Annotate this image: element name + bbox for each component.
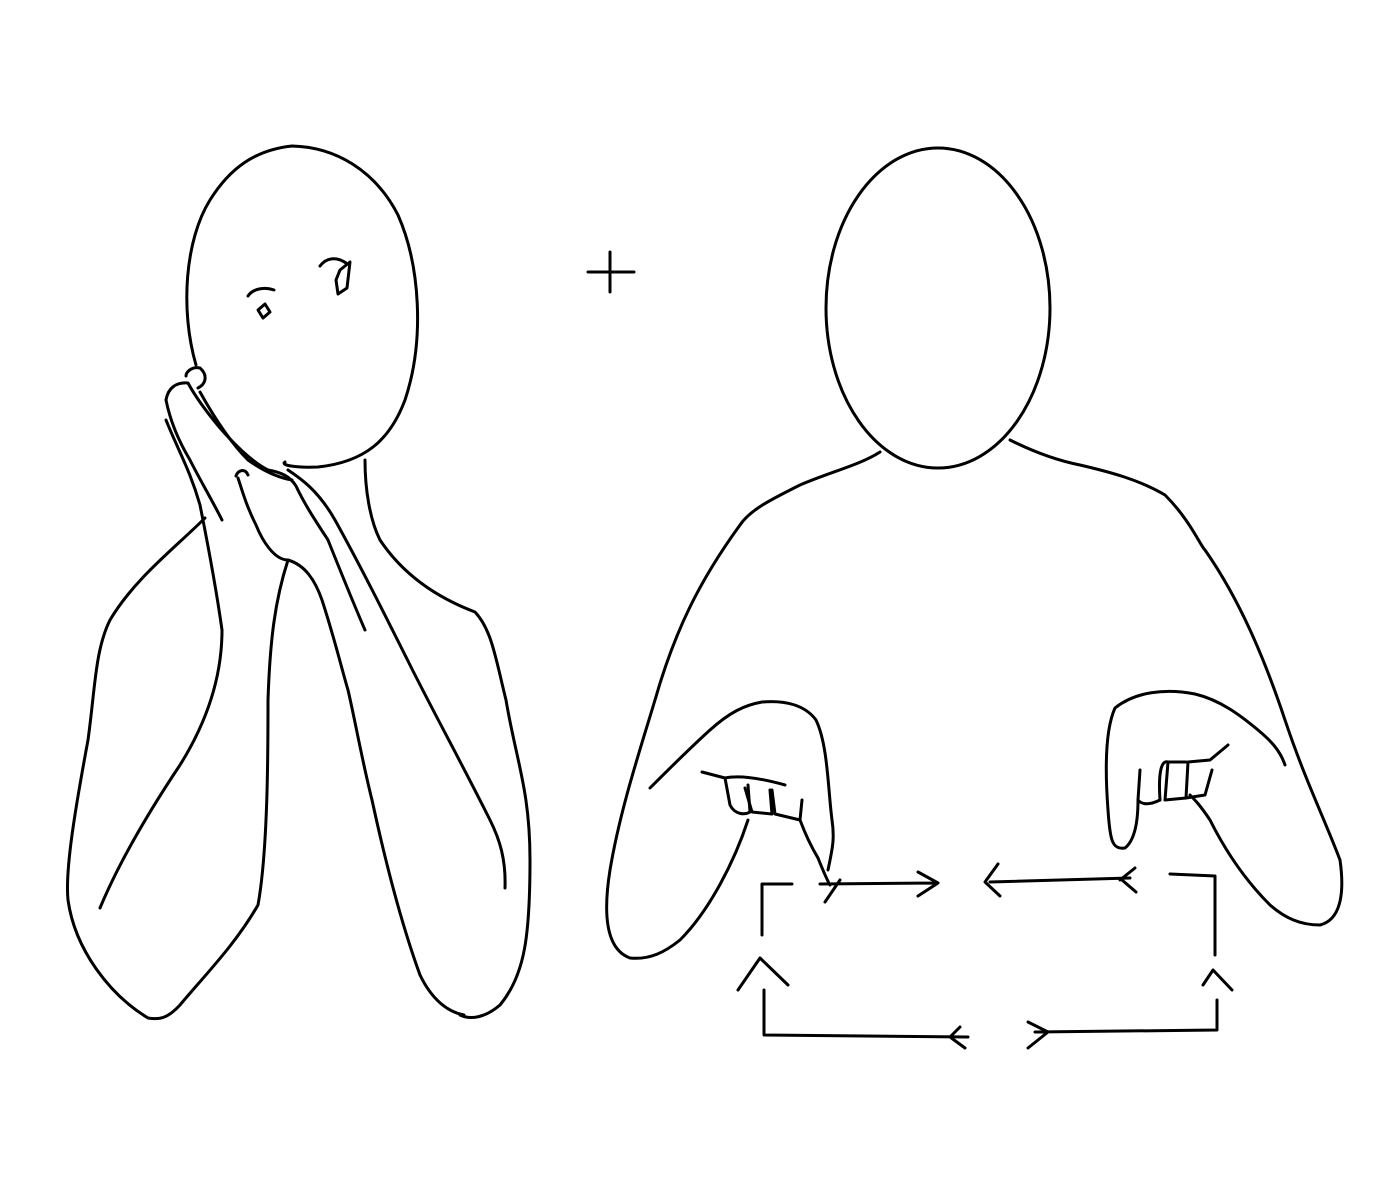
right-head <box>824 146 1052 470</box>
left-neck <box>363 458 532 1019</box>
left-forearm-inner <box>98 418 224 910</box>
closed-eyes-icon <box>246 257 352 320</box>
left-signer-figure <box>66 144 532 1021</box>
right-shoulder-right-line <box>1104 689 1287 850</box>
outline-left-side <box>736 882 970 1050</box>
left-body-left-side <box>66 516 290 1021</box>
pressed-hands-icon <box>164 366 466 1017</box>
rectangular-outline-arrows-icon <box>736 862 1234 1050</box>
outline-right-side <box>1026 872 1234 1050</box>
plus-icon <box>586 250 636 294</box>
arrow-top-right <box>983 862 1138 898</box>
right-body-right <box>1008 438 1344 927</box>
left-forearm-right <box>286 468 507 890</box>
arrow-top-left <box>818 870 940 904</box>
right-pointing-hand-icon <box>1136 743 1230 806</box>
right-shoulder-left-line <box>648 700 835 872</box>
right-body-outline <box>605 450 882 960</box>
left-pointing-hand-icon <box>700 770 832 887</box>
left-head <box>185 144 420 469</box>
right-signer-figure <box>605 146 1344 960</box>
